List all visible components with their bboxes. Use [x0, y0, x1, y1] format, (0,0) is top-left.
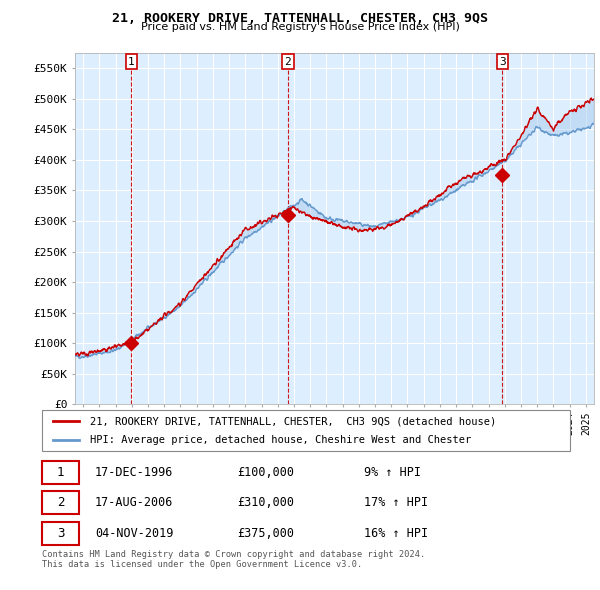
Text: 1: 1: [128, 57, 134, 67]
Text: £375,000: £375,000: [238, 527, 295, 540]
Text: 16% ↑ HPI: 16% ↑ HPI: [364, 527, 428, 540]
Text: 1: 1: [57, 466, 64, 479]
Text: 2: 2: [57, 496, 64, 509]
Text: 17-AUG-2006: 17-AUG-2006: [95, 496, 173, 509]
Text: £100,000: £100,000: [238, 466, 295, 479]
FancyBboxPatch shape: [42, 410, 570, 451]
FancyBboxPatch shape: [42, 461, 79, 484]
Text: 9% ↑ HPI: 9% ↑ HPI: [364, 466, 421, 479]
Text: 21, ROOKERY DRIVE, TATTENHALL, CHESTER, CH3 9QS: 21, ROOKERY DRIVE, TATTENHALL, CHESTER, …: [112, 12, 488, 25]
Text: 04-NOV-2019: 04-NOV-2019: [95, 527, 173, 540]
FancyBboxPatch shape: [42, 522, 79, 545]
Text: 17% ↑ HPI: 17% ↑ HPI: [364, 496, 428, 509]
Text: Contains HM Land Registry data © Crown copyright and database right 2024.
This d: Contains HM Land Registry data © Crown c…: [42, 550, 425, 569]
Text: £310,000: £310,000: [238, 496, 295, 509]
FancyBboxPatch shape: [42, 491, 79, 514]
Text: HPI: Average price, detached house, Cheshire West and Chester: HPI: Average price, detached house, Ches…: [89, 435, 471, 445]
Text: 3: 3: [57, 527, 64, 540]
Text: 2: 2: [284, 57, 292, 67]
Text: 21, ROOKERY DRIVE, TATTENHALL, CHESTER,  CH3 9QS (detached house): 21, ROOKERY DRIVE, TATTENHALL, CHESTER, …: [89, 416, 496, 426]
Text: 3: 3: [499, 57, 506, 67]
Text: 17-DEC-1996: 17-DEC-1996: [95, 466, 173, 479]
Text: Price paid vs. HM Land Registry's House Price Index (HPI): Price paid vs. HM Land Registry's House …: [140, 22, 460, 32]
